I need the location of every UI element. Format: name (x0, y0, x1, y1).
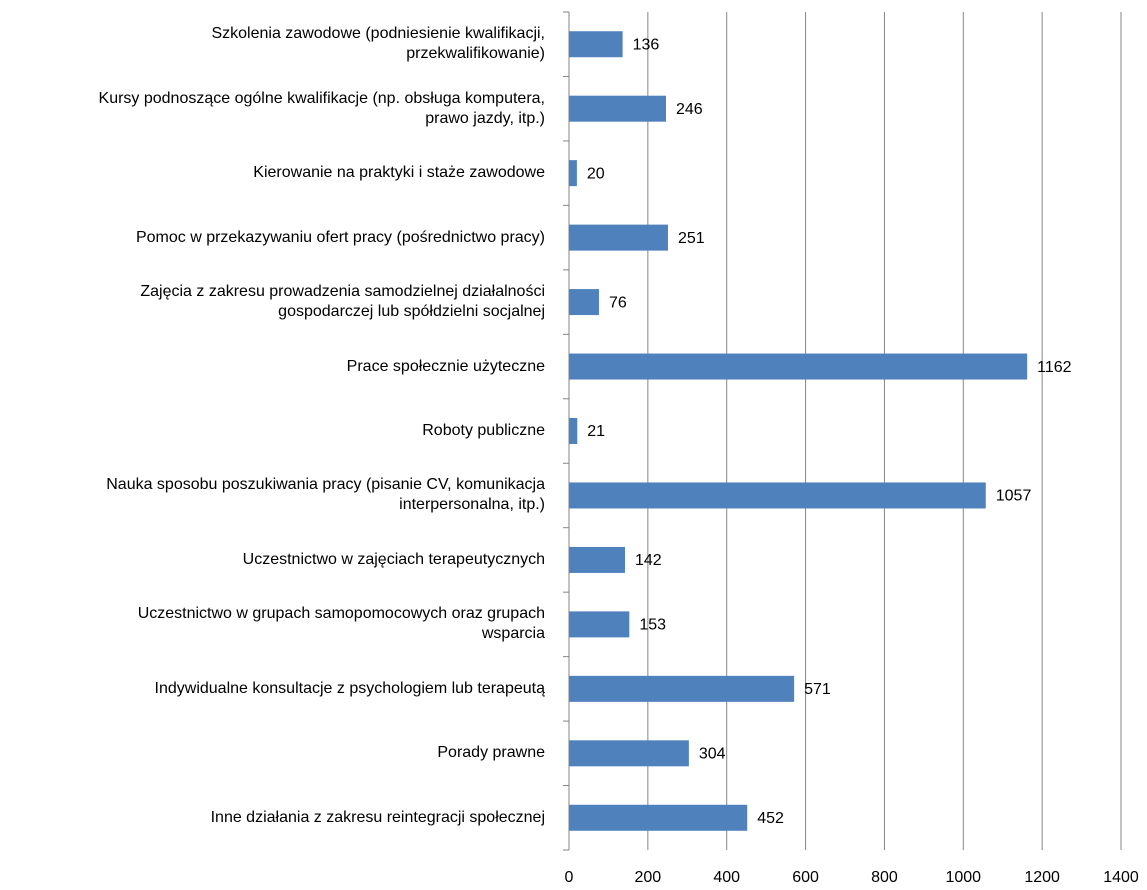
bar (569, 418, 578, 444)
y-tick-label: Prace społecznie użyteczne (346, 357, 545, 375)
y-tick-label: Zajęcia z zakresu prowadzenia samodzieln… (140, 283, 545, 321)
x-tick-label: 0 (565, 869, 574, 886)
bar (569, 353, 1028, 380)
bar (569, 31, 623, 58)
data-label: 246 (676, 101, 703, 118)
y-tick-label: Uczestnictwo w zajęciach terapeutycznych (242, 550, 545, 568)
x-tick-label: 1200 (1024, 869, 1060, 886)
data-label: 304 (699, 746, 726, 763)
data-label: 142 (635, 552, 662, 569)
y-tick-label: Porady prawne (437, 744, 545, 762)
bar (569, 740, 689, 767)
bar (569, 804, 748, 831)
x-tick-label: 200 (635, 869, 662, 886)
x-tick-label: 600 (792, 869, 819, 886)
y-tick-label: Nauka sposobu poszukiwania pracy (pisani… (106, 476, 545, 514)
bar (569, 482, 986, 509)
y-tick-label: Kierowanie na praktyki i staże zawodowe (253, 164, 545, 182)
y-tick-label: Indywidualne konsultacje z psychologiem … (154, 679, 545, 697)
bar (569, 95, 666, 122)
y-tick-label: Roboty publiczne (422, 422, 545, 439)
data-label: 1057 (996, 488, 1032, 505)
bar (569, 675, 795, 702)
data-label: 571 (804, 681, 831, 698)
x-tick-label: 1400 (1103, 869, 1139, 886)
bar (569, 224, 668, 251)
data-label: 21 (587, 423, 605, 440)
y-tick-label: Kursy podnoszące ogólne kwalifikacje (np… (98, 89, 545, 127)
data-label: 1162 (1037, 359, 1072, 376)
bar (569, 611, 630, 638)
y-tick-label: Inne działania z zakresu reintegracji sp… (210, 808, 545, 826)
bar (569, 546, 625, 573)
bar (569, 289, 599, 316)
x-tick-label: 1000 (945, 869, 981, 886)
data-label: 76 (609, 294, 627, 311)
data-label: 153 (639, 617, 666, 634)
data-label: 136 (633, 36, 660, 53)
x-tick-label: 800 (871, 869, 898, 886)
data-label: 452 (757, 810, 784, 827)
data-label: 251 (678, 230, 705, 247)
bar (569, 160, 577, 187)
data-label: 20 (587, 165, 605, 182)
y-tick-label: Pomoc w przekazywaniu ofert pracy (pośre… (135, 228, 545, 246)
y-tick-label: Szkolenia zawodowe (podniesienie kwalifi… (211, 25, 545, 63)
y-tick-label: Uczestnictwo w grupach samopomocowych or… (137, 605, 545, 643)
x-tick-label: 400 (713, 869, 740, 886)
